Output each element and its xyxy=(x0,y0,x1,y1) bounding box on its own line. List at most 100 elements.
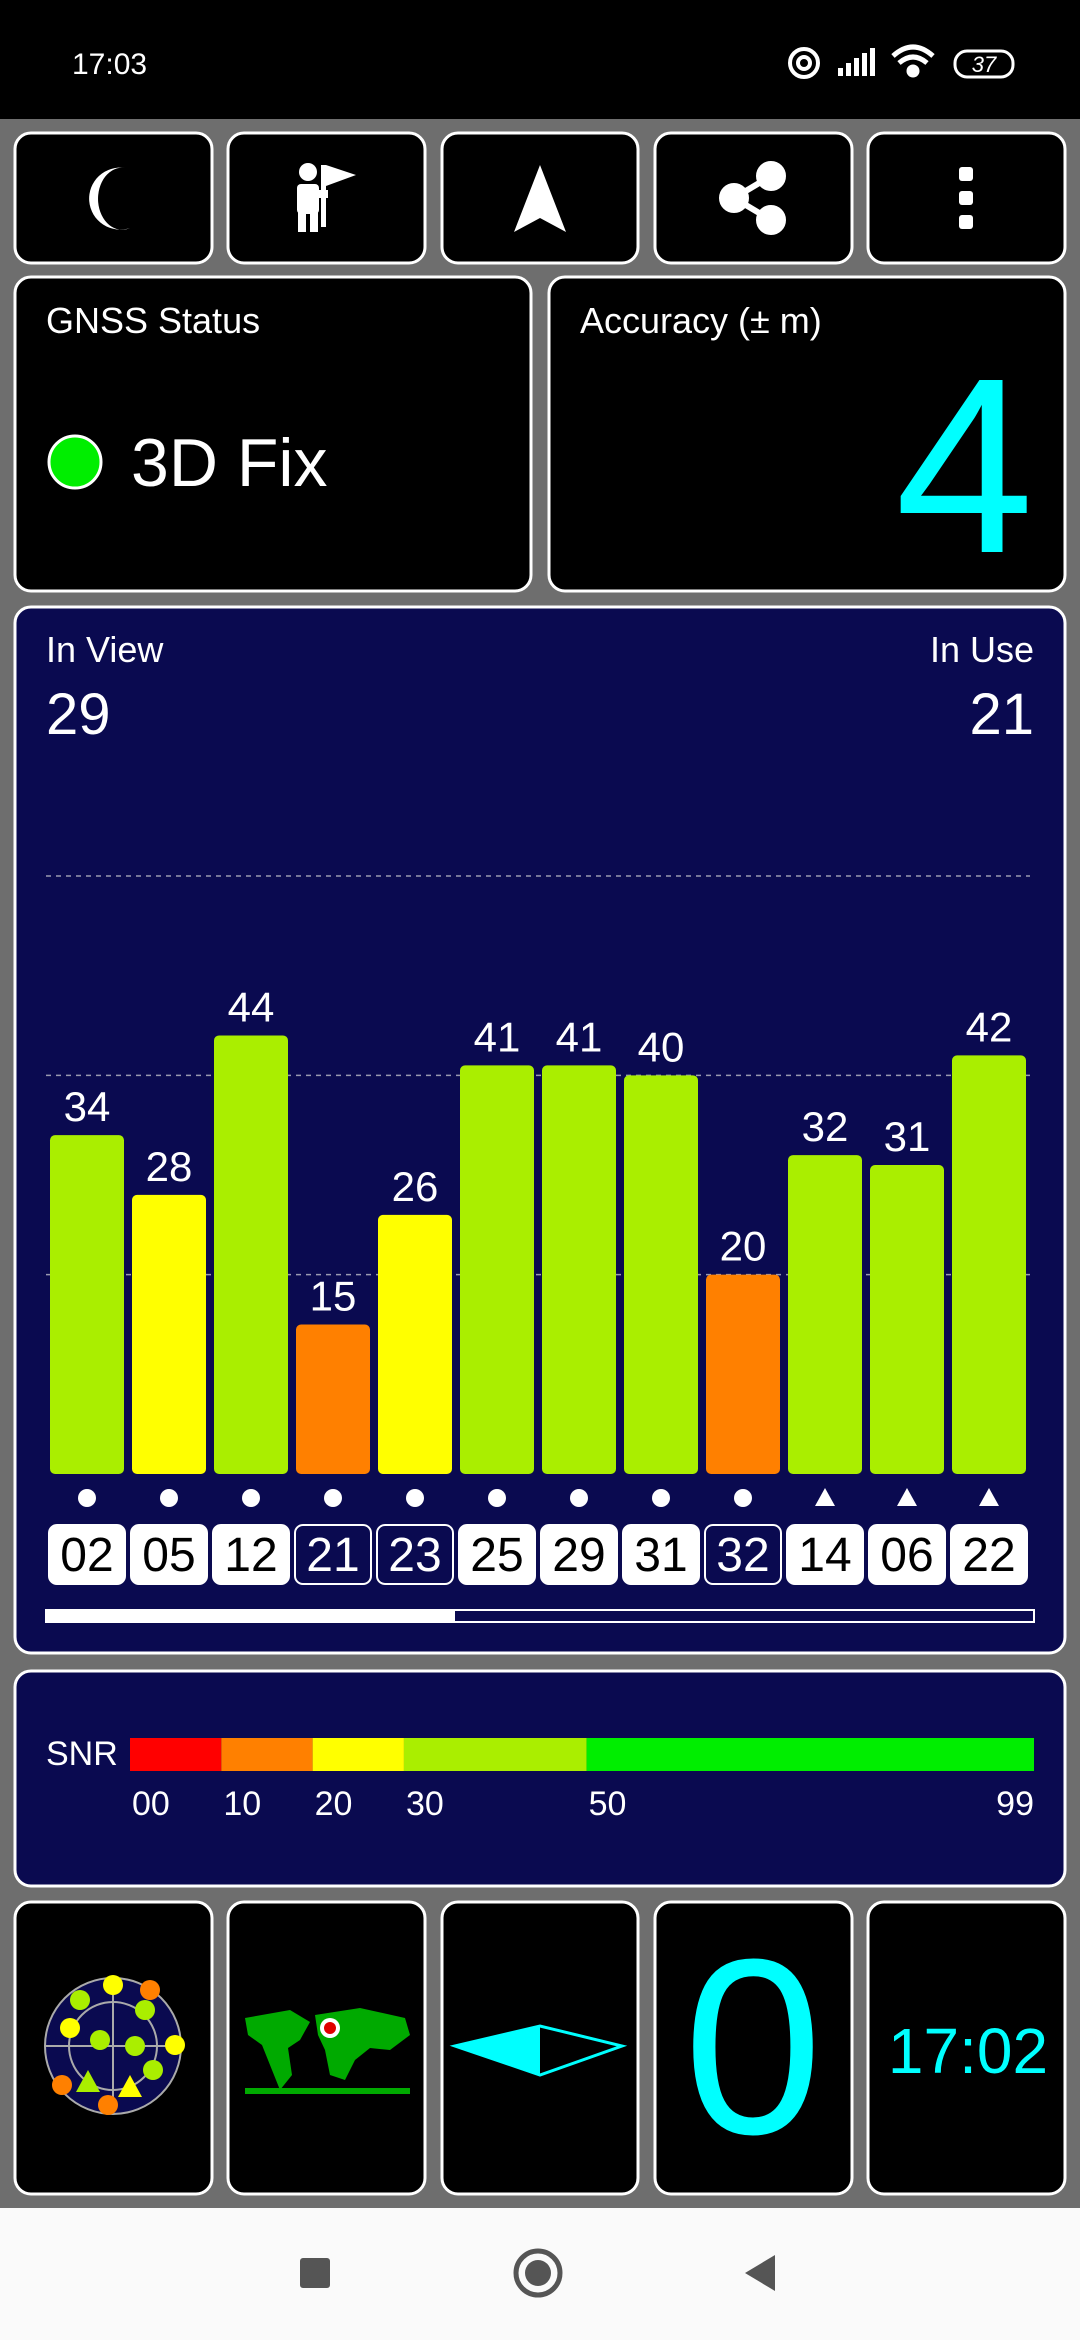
snr-segment xyxy=(130,1738,222,1771)
scroll-thumb[interactable] xyxy=(46,1610,455,1622)
prn-box xyxy=(622,1524,700,1585)
constellation-symbol xyxy=(979,1488,999,1506)
bar xyxy=(460,1065,534,1474)
constellation-symbol xyxy=(488,1489,506,1507)
time-value: 17:02 xyxy=(888,2015,1048,2087)
constellation-symbol xyxy=(324,1489,342,1507)
constellation-symbol xyxy=(815,1488,835,1506)
in-view-label: In View xyxy=(46,629,164,670)
fix-indicator xyxy=(47,434,103,490)
snr-segment xyxy=(586,1738,1034,1771)
prn-box xyxy=(786,1524,864,1585)
prn-box xyxy=(48,1524,126,1585)
value-label: 44 xyxy=(228,983,275,1030)
home-button[interactable] xyxy=(513,2248,563,2298)
value-label: 26 xyxy=(392,1163,439,1210)
value-label: 42 xyxy=(966,1003,1013,1050)
prn-label: 25 xyxy=(470,1529,523,1582)
time-tile[interactable] xyxy=(866,1900,1067,2196)
snr-segment xyxy=(312,1738,404,1771)
prn-box xyxy=(868,1524,946,1585)
navigation-icon xyxy=(514,165,566,232)
snr-label: SNR xyxy=(46,1735,118,1773)
snr-tick-label: 00 xyxy=(132,1785,170,1823)
counter-tile[interactable] xyxy=(653,1900,854,2196)
signal-icon xyxy=(838,48,875,76)
night-mode-button[interactable] xyxy=(13,131,214,265)
prn-box xyxy=(294,1524,372,1585)
constellation-symbol xyxy=(78,1489,96,1507)
accuracy-label: Accuracy (± m) xyxy=(580,300,822,341)
wifi-icon xyxy=(891,44,935,78)
value-label: 41 xyxy=(556,1013,603,1060)
bar xyxy=(624,1075,698,1474)
prn-label: 31 xyxy=(634,1529,687,1582)
prn-label: 32 xyxy=(716,1529,769,1582)
in-view-value: 29 xyxy=(46,682,111,747)
constellation-symbol xyxy=(406,1489,424,1507)
prn-label: 21 xyxy=(306,1529,359,1582)
prn-box xyxy=(212,1524,290,1585)
snr-panel xyxy=(13,1669,1067,1888)
prn-label: 23 xyxy=(388,1529,441,1582)
tiles xyxy=(13,1900,1067,2196)
snr-tick-label: 99 xyxy=(996,1785,1034,1823)
prn-label: 14 xyxy=(798,1529,851,1582)
constellation-symbol xyxy=(570,1489,588,1507)
clock: 17:03 xyxy=(72,48,147,81)
snr-tick-label: 30 xyxy=(406,1785,444,1823)
value-label: 20 xyxy=(720,1223,767,1270)
constellation-symbol xyxy=(652,1489,670,1507)
bar xyxy=(214,1035,288,1474)
snr-chart: 34 02 28 05 44 12 15 21 26 23 41 25 41 29 40 31 20 32 32 14… xyxy=(46,875,1030,1585)
value-label: 28 xyxy=(146,1143,193,1190)
snr-tick-label: 10 xyxy=(223,1785,261,1823)
bar xyxy=(952,1055,1026,1474)
prn-box xyxy=(540,1524,618,1585)
prn-label: 02 xyxy=(60,1529,113,1582)
bar xyxy=(378,1214,452,1474)
hotspot-icon xyxy=(788,47,820,79)
bar xyxy=(50,1135,124,1474)
value-label: 40 xyxy=(638,1023,685,1070)
person-flag-icon xyxy=(297,163,356,232)
snr-scale: 00 10 20 30 50 99 xyxy=(130,1738,1034,1823)
more-icon xyxy=(959,167,973,229)
in-use-value: 21 xyxy=(969,682,1034,747)
prn-box xyxy=(950,1524,1028,1585)
counter-value: 0 xyxy=(683,1907,822,2186)
bar xyxy=(788,1155,862,1474)
value-label: 32 xyxy=(802,1103,849,1150)
constellation-symbol xyxy=(160,1489,178,1507)
bar xyxy=(542,1065,616,1474)
value-label: 31 xyxy=(884,1113,931,1160)
value-label: 41 xyxy=(474,1013,521,1060)
bar xyxy=(706,1274,780,1474)
accuracy-value: 4 xyxy=(895,326,1034,605)
bar xyxy=(296,1324,370,1474)
prn-label: 29 xyxy=(552,1529,605,1582)
prn-label: 22 xyxy=(962,1529,1015,1582)
bar xyxy=(132,1194,206,1474)
prn-box xyxy=(130,1524,208,1585)
constellation-symbol xyxy=(242,1489,260,1507)
recents-button[interactable] xyxy=(300,2258,330,2288)
snr-segment xyxy=(403,1738,587,1771)
snr-segment xyxy=(221,1738,313,1771)
share-button[interactable] xyxy=(653,131,854,265)
snr-tick-label: 20 xyxy=(315,1785,353,1823)
snr-tick-label: 50 xyxy=(589,1785,627,1823)
home-button-dot xyxy=(525,2260,551,2286)
world-map-icon xyxy=(245,2008,410,2094)
value-label: 34 xyxy=(64,1083,111,1130)
sky-plot-icon xyxy=(44,1975,185,2115)
prn-box xyxy=(376,1524,454,1585)
prn-box xyxy=(704,1524,782,1585)
prn-label: 12 xyxy=(224,1529,277,1582)
back-button[interactable] xyxy=(745,2255,775,2291)
share-icon xyxy=(719,161,786,235)
gnss-status-label: GNSS Status xyxy=(46,300,260,341)
battery-level: 37 xyxy=(972,52,997,77)
